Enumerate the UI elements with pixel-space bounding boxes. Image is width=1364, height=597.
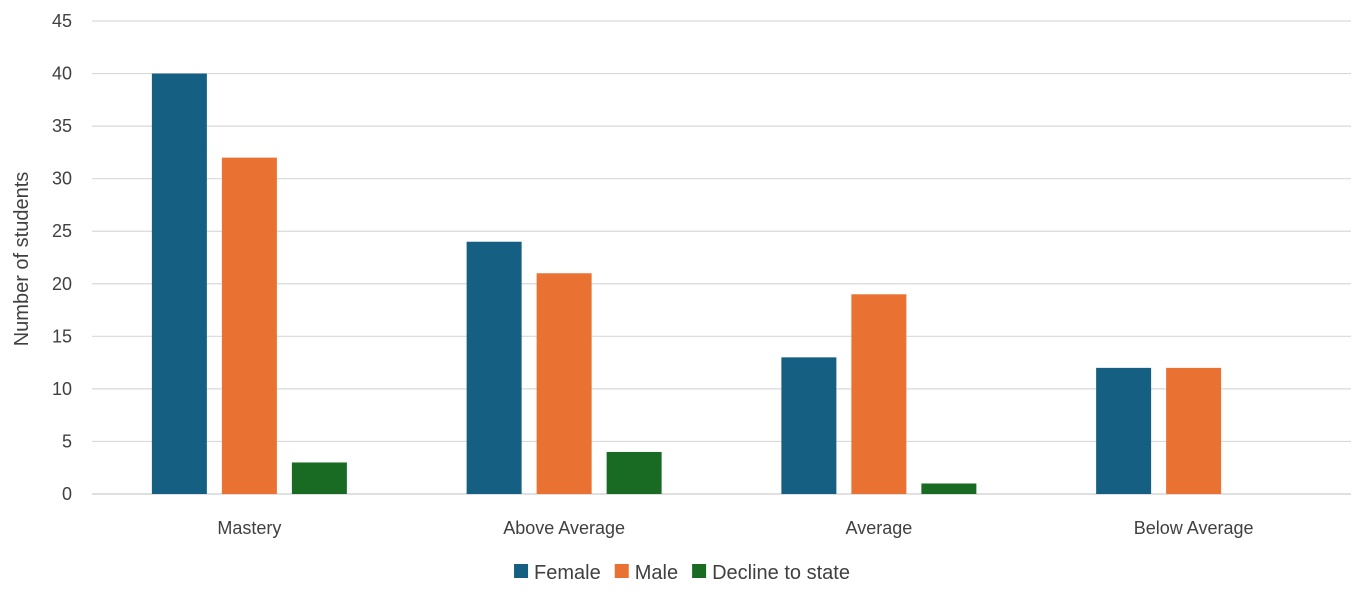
bar-female-mastery <box>151 73 207 495</box>
legend-item: Decline to state <box>692 562 850 584</box>
bar-female-below-average <box>1096 367 1152 494</box>
y-tick-label: 10 <box>52 379 72 399</box>
y-tick-label: 45 <box>52 11 72 31</box>
x-category-label: Mastery <box>217 518 281 538</box>
bar-female-above-average <box>466 241 522 494</box>
bar-male-average <box>851 294 907 494</box>
legend-label: Decline to state <box>712 562 850 584</box>
legend-label: Male <box>635 562 678 584</box>
bars <box>151 73 1222 495</box>
bar-female-average <box>781 357 837 494</box>
y-tick-label: 5 <box>62 431 72 451</box>
legend-item: Male <box>614 562 678 584</box>
legend-swatch <box>514 564 529 578</box>
bar-male-above-average <box>536 273 592 494</box>
y-tick-label: 30 <box>52 169 72 189</box>
legend-swatch <box>614 564 629 578</box>
bar-male-below-average <box>1166 367 1222 494</box>
bar-decline-to-state-above-average <box>606 451 662 494</box>
y-tick-label: 25 <box>52 221 72 241</box>
gridlines <box>92 20 1351 495</box>
x-category-label: Average <box>846 518 913 538</box>
y-tick-label: 35 <box>52 116 72 136</box>
legend-label: Female <box>534 562 601 584</box>
bar-male-mastery <box>221 157 277 494</box>
legend-item: Female <box>514 562 601 584</box>
y-axis-title: Number of students <box>11 172 33 347</box>
bar-decline-to-state-average <box>921 483 977 494</box>
legend-swatch <box>692 564 707 578</box>
legend: Female Male Decline to state <box>514 562 850 584</box>
x-axis-categories: Mastery Above Average Average Below Average <box>217 518 1253 538</box>
x-category-label: Below Average <box>1134 518 1254 538</box>
y-tick-label: 0 <box>62 484 72 504</box>
bar-decline-to-state-mastery <box>291 462 347 494</box>
x-category-label: Above Average <box>503 518 625 538</box>
y-tick-label: 40 <box>52 64 72 84</box>
y-tick-label: 20 <box>52 274 72 294</box>
y-axis-ticks: 0 5 10 15 20 25 30 35 40 45 <box>52 11 72 504</box>
y-tick-label: 15 <box>52 326 72 346</box>
